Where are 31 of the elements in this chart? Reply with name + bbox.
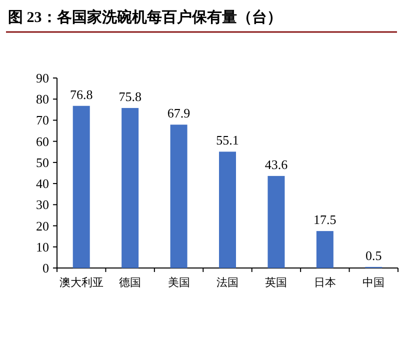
data-label: 55.1	[216, 132, 239, 148]
bar	[170, 124, 188, 268]
bar	[268, 176, 285, 268]
y-tick-label: 20	[36, 218, 49, 234]
y-tick-label: 40	[36, 176, 49, 192]
y-tick-label: 90	[36, 70, 49, 86]
data-label: 75.8	[118, 88, 142, 104]
y-tick-label: 80	[36, 92, 49, 107]
data-label: 17.5	[314, 212, 336, 228]
x-tick-label: 日本	[314, 276, 336, 289]
bar	[72, 106, 90, 268]
x-tick-label: 澳大利亚	[59, 276, 104, 289]
bar	[219, 152, 236, 268]
x-tick-label: 美国	[168, 276, 190, 289]
y-tick-label: 10	[36, 239, 49, 254]
data-label: 67.9	[167, 106, 190, 121]
title: 图 23：各国家洗碗机每百户保有量（台）	[8, 10, 282, 26]
y-tick-label: 60	[36, 134, 49, 149]
x-tick-label: 英国	[265, 276, 288, 289]
y-tick-label: 30	[36, 197, 49, 212]
data-label: 0.5	[366, 248, 382, 263]
x-tick-label: 德国	[119, 277, 142, 289]
x-tick-label: 中国	[362, 276, 385, 289]
y-tick-label: 70	[36, 112, 49, 128]
y-tick-label: 0	[42, 260, 49, 276]
bar	[122, 108, 139, 268]
bar	[316, 231, 334, 268]
data-label: 43.6	[264, 156, 288, 172]
y-tick-label: 50	[36, 154, 49, 170]
x-tick-label: 法国	[216, 276, 238, 289]
data-label: 76.8	[70, 86, 93, 102]
